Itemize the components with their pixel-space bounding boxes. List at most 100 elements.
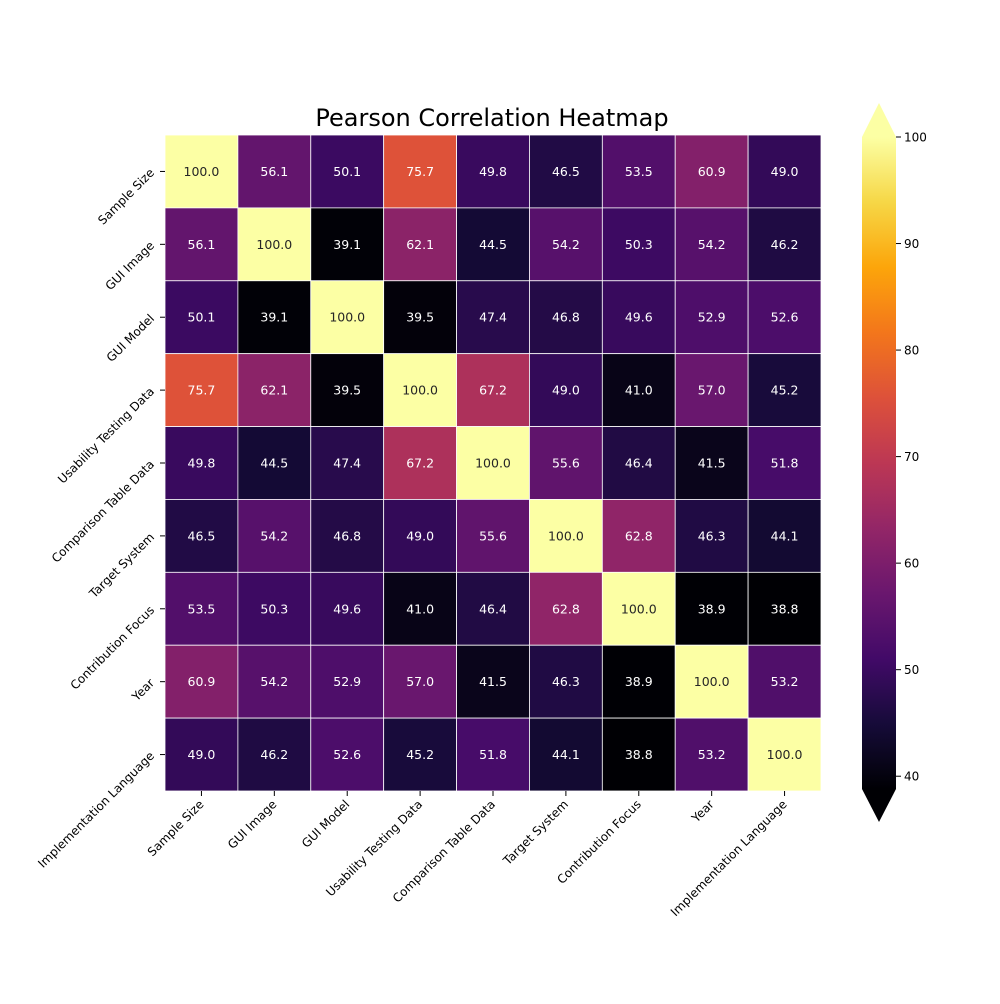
cell-value-label: 57.0 [406,674,434,689]
cell-value-label: 45.2 [406,747,434,762]
cell-value-label: 62.8 [625,528,653,543]
heatmap-cell [674,353,749,427]
y-tick-label: Target System [86,530,157,601]
heatmap-cell [456,280,530,355]
cell-value-label: 56.1 [188,237,216,252]
cell-value-label: 51.8 [479,747,507,762]
heatmap-cell [310,717,385,792]
heatmap-cell [237,426,312,500]
cell-value-label: 54.2 [260,528,288,543]
heatmap-cell [237,280,312,355]
colorbar-tick-label: 80 [904,344,919,358]
y-tick-label: GUI Image [103,239,157,293]
cell-value-label: 46.8 [552,310,580,325]
cell-value-label: 100.0 [256,237,292,252]
colorbar-tick-label: 70 [904,450,919,464]
colorbar-tick-label: 100 [904,131,927,145]
cell-value-label: 54.2 [260,674,288,689]
heatmap-cell [164,644,239,719]
colorbar-tick-label: 40 [904,770,919,784]
heatmap-cell [601,571,676,646]
heatmap-cell [456,499,530,573]
heatmap-cell [237,717,312,792]
y-tick-label: GUI Model [104,311,157,364]
heatmap-cell [164,134,239,209]
x-tick-label: Contribution Focus [554,797,644,887]
cell-value-label: 39.5 [333,383,361,398]
heatmap-cell [529,644,603,719]
heatmap-cell [164,499,239,573]
heatmap-cell [601,644,676,719]
heatmap-cell [529,134,603,209]
cell-value-label: 38.9 [625,674,653,689]
cell-value-label: 100.0 [767,747,803,762]
cell-value-label: 53.5 [188,601,216,616]
heatmap-cell [601,280,676,355]
heatmap-cell [529,499,603,573]
cell-value-label: 100.0 [402,383,438,398]
heatmap-cell [383,644,457,719]
heatmap-cell [164,717,239,792]
heatmap-cell [383,207,457,282]
colorbar-tick-label: 90 [904,237,919,251]
cell-value-label: 38.8 [625,747,653,762]
x-tick-label: GUI Model [299,797,352,850]
cell-value-label: 38.9 [698,601,726,616]
heatmap-cell [310,207,385,282]
heatmap-cell [747,644,822,719]
cell-value-label: 50.3 [260,601,288,616]
cell-value-label: 62.1 [406,237,434,252]
cell-value-label: 45.2 [771,383,799,398]
heatmap-cell [164,207,239,282]
cell-value-label: 49.0 [552,383,580,398]
heatmap-cell [310,280,385,355]
heatmap-cell [310,644,385,719]
colorbar-tick-label: 60 [904,557,919,571]
heatmap-cell [456,571,530,646]
heatmap-cell [237,134,312,209]
cell-value-label: 46.2 [771,237,799,252]
y-tick-label: Year [129,676,158,705]
cell-value-label: 100.0 [184,164,220,179]
cell-value-label: 46.2 [260,747,288,762]
heatmap-cell [164,353,239,427]
heatmap-cell [383,426,457,500]
heatmap-cell [601,426,676,500]
colorbar: 40 50 60 70 80 90 100 [862,103,927,822]
y-tick-label: Sample Size [95,166,157,228]
cell-value-label: 41.0 [406,601,434,616]
cell-value-label: 52.6 [333,747,361,762]
heatmap-cell [237,353,312,427]
heatmap-cell [529,207,603,282]
cell-value-label: 67.2 [406,456,434,471]
cell-value-label: 54.2 [552,237,580,252]
heatmap-cell [237,499,312,573]
cell-value-label: 100.0 [548,528,584,543]
heatmap-cell [674,207,749,282]
cell-value-label: 46.3 [698,528,726,543]
cell-value-label: 46.8 [333,528,361,543]
x-tick-label: Year [688,797,717,826]
heatmap-cell [383,280,457,355]
heatmap-cell [601,717,676,792]
colorbar-tick-label: 50 [904,663,919,677]
cell-value-label: 47.4 [479,310,507,325]
heatmap-cell [383,134,457,209]
cell-value-label: 39.5 [406,310,434,325]
cell-value-label: 56.1 [260,164,288,179]
cell-value-label: 47.4 [333,456,361,471]
heatmap-cell [529,426,603,500]
cell-value-label: 53.2 [698,747,726,762]
cell-value-label: 60.9 [188,674,216,689]
heatmap-cell [674,134,749,209]
cell-value-label: 49.8 [479,164,507,179]
cell-value-label: 46.5 [188,528,216,543]
cell-value-label: 67.2 [479,383,507,398]
cell-value-label: 38.8 [771,601,799,616]
cell-value-label: 49.0 [406,528,434,543]
cell-value-label: 39.1 [333,237,361,252]
heatmap-cell [747,426,822,500]
cell-value-label: 49.6 [333,601,361,616]
cell-value-label: 44.1 [771,528,799,543]
